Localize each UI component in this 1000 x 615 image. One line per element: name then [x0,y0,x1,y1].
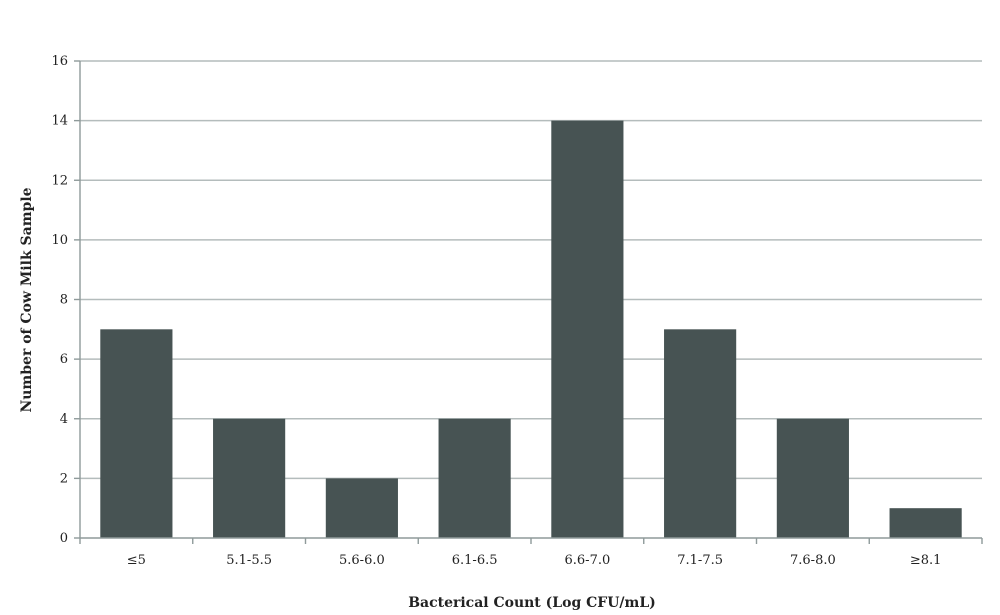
x-tick-label: 5.1-5.5 [226,553,272,568]
x-tick-labels: ≤5 5.1-5.5 5.6-6.0 6.1-6.5 6.6-7.0 7.1-7.5 7.6… [127,553,942,568]
y-tick-label: 0 [60,531,68,546]
x-tick-label: 6.1-6.5 [452,553,498,568]
bar-3 [438,418,511,538]
bar-6 [776,418,849,538]
bar-7 [889,508,962,538]
y-tick-label: 2 [60,471,68,486]
x-tick-label: ≥8.1 [910,553,942,568]
x-axis-title: Bacterical Count (Log CFU/mL) [408,595,656,611]
axes [79,61,983,544]
y-tick-label: 6 [60,352,68,367]
bar-1 [213,418,286,538]
y-tick-label: 16 [51,54,68,69]
bar-4 [551,120,624,538]
y-tick-labels: 0 2 4 6 8 10 12 14 16 [51,54,68,546]
y-tick-label: 4 [60,412,68,427]
y-tick-label: 12 [51,173,68,188]
x-tick-label: 6.6-7.0 [565,553,611,568]
x-tick-label: 7.1-7.5 [677,553,723,568]
x-tick-label: 7.6-8.0 [790,553,836,568]
y-tick-label: 14 [51,114,68,129]
y-axis-title: Number of Cow Milk Sample [19,187,35,412]
bar-0 [100,329,173,538]
x-tick-label: ≤5 [127,553,146,568]
x-tick-label: 5.6-6.0 [339,553,385,568]
y-tick-label: 10 [51,233,68,248]
bar-5 [664,329,737,538]
bars [100,120,962,538]
y-tick-label: 8 [60,293,68,308]
bar-2 [325,478,398,538]
